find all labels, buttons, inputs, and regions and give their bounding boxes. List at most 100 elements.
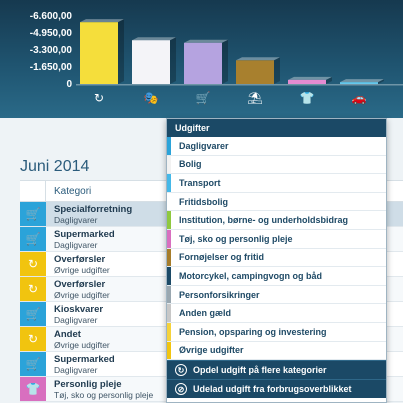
y-tick-label: -1.650,00 <box>30 62 73 73</box>
masks-icon[interactable]: 🎭 <box>144 91 159 105</box>
dropdown-item[interactable]: Fornøjelser og fritid <box>167 248 386 268</box>
y-tick-label: -4.950,00 <box>30 28 73 39</box>
bar-3[interactable] <box>184 42 222 84</box>
bar-top <box>288 76 332 80</box>
row-text: Andet Øvrige udgifter <box>46 327 110 351</box>
column-header-kategori[interactable]: Kategori <box>54 185 92 197</box>
beach-chair-icon[interactable]: ⛱ <box>247 91 262 105</box>
split-icon: ↻ <box>175 364 187 377</box>
row-text: Overførsler Øvrige udgifter <box>46 277 110 301</box>
action-label: Opdel udgift på flere kategorier <box>193 365 327 376</box>
bar-4[interactable] <box>236 60 274 84</box>
dropdown-item[interactable]: Motorcykel, campingvogn og båd <box>167 267 386 286</box>
bar-top <box>80 19 124 23</box>
y-tick-label: -3.300,00 <box>30 45 73 56</box>
category-color-bar <box>167 285 171 304</box>
dropdown-header: Udgifter <box>167 119 386 137</box>
dropdown-item[interactable]: Fritidsbolig <box>167 192 386 212</box>
exclude-icon: ⊘ <box>175 383 187 396</box>
row-text: Personlig pleje Tøj, sko og personlig ple… <box>46 377 153 401</box>
row-name: Personlig pleje <box>54 378 122 390</box>
row-text: Supermarked Dagligvarer <box>46 352 115 376</box>
bar-2[interactable] <box>132 40 170 84</box>
bar-side <box>274 57 280 84</box>
dropdown-item[interactable]: Institution, børne- og underholdsbidrag <box>167 211 386 230</box>
dropdown-item-label: Tøj, sko og personlig pleje <box>179 233 293 244</box>
y-tick-label: -6.600,00 <box>30 11 73 22</box>
category-color-bar <box>167 155 171 174</box>
bar-side <box>378 79 384 84</box>
category-color-bar <box>167 192 171 211</box>
shopping-cart-icon[interactable]: 🛒 <box>196 91 211 105</box>
shopping-cart-icon: 🛒 <box>20 352 46 376</box>
bar-1[interactable] <box>80 22 118 85</box>
row-category: Tøj, sko og personlig pleje <box>54 389 154 400</box>
bar-top <box>132 37 176 41</box>
dropdown-item-label: Pension, opsparing og investering <box>179 326 327 337</box>
dropdown-item[interactable]: Bolig <box>167 155 386 175</box>
row-category: Dagligvarer <box>54 239 98 250</box>
dropdown-item[interactable]: Pension, opsparing og investering <box>167 322 386 342</box>
row-category: Øvrige udgifter <box>54 339 110 350</box>
baseline <box>76 84 403 86</box>
car-icon[interactable]: 🚗 <box>352 91 367 105</box>
y-tick-label: 0 <box>66 79 72 90</box>
category-color-bar <box>167 174 171 192</box>
dropdown-actions: ↻ Opdel udgift på flere kategorier ⊘ Udelad… <box>167 360 386 399</box>
row-category: Øvrige udgifter <box>54 264 110 275</box>
dropdown-item[interactable]: Tøj, sko og personlig pleje <box>167 229 386 249</box>
category-color-bar <box>167 211 171 229</box>
category-color-bar <box>167 341 171 360</box>
row-text: Kioskvarer Dagligvarer <box>46 302 103 326</box>
dropdown-item[interactable]: Øvrige udgifter <box>167 341 386 361</box>
split-expense-button[interactable]: ↻ Opdel udgift på flere kategorier <box>167 360 386 380</box>
dropdown-item-label: Transport <box>179 177 221 188</box>
tshirt-icon: 👕 <box>20 377 46 401</box>
cycle-arrows-icon: ↻ <box>20 277 46 301</box>
dropdown-item-label: Fornøjelser og fritid <box>179 252 265 263</box>
row-text: Overførsler Øvrige udgifter <box>46 252 110 276</box>
bar-side <box>118 19 124 85</box>
row-category: Dagligvarer <box>54 214 98 225</box>
bar-top <box>236 57 280 61</box>
exclude-expense-button[interactable]: ⊘ Udelad udgift fra forbrugsoverblikket <box>167 379 386 399</box>
dropdown-item-label: Motorcykel, campingvogn og båd <box>179 270 323 281</box>
row-name: Supermarked <box>54 353 115 365</box>
bar-6[interactable] <box>340 82 378 84</box>
dropdown-item[interactable]: Personforsikringer <box>167 285 386 305</box>
dropdown-item-label: Personforsikringer <box>179 289 260 300</box>
action-label: Udelad udgift fra forbrugsoverblikket <box>193 384 352 395</box>
category-color-bar <box>167 137 171 155</box>
dropdown-item-label: Dagligvarer <box>179 140 229 151</box>
row-name: Overførsler <box>54 253 106 265</box>
bar-chart: -6.600,00 -4.950,00 -3.300,00 -1.650,00 0 ↻ 🎭 🛒… <box>30 11 403 105</box>
cycle-arrows-icon[interactable]: ↻ <box>94 91 104 105</box>
month-title: Juni 2014 <box>20 158 90 175</box>
row-text: Specialforretning Dagligvarer <box>46 202 132 226</box>
bar-side <box>326 76 332 84</box>
tshirt-icon[interactable]: 👕 <box>300 91 315 105</box>
row-text: Supermarked Dagligvarer <box>46 227 115 251</box>
category-color-bar <box>167 229 171 248</box>
dropdown-list: Dagligvarer Bolig Transport Fritidsbolig Ins… <box>167 137 386 361</box>
category-dropdown: Udgifter Dagligvarer Bolig Transport Fritid… <box>166 118 387 403</box>
category-color-bar <box>167 322 171 341</box>
row-category: Øvrige udgifter <box>54 289 110 300</box>
bar-side <box>170 37 176 84</box>
dropdown-item[interactable]: Anden gæld <box>167 304 386 323</box>
bar-side <box>222 39 228 84</box>
bar-5[interactable] <box>288 79 326 84</box>
dropdown-item[interactable]: Dagligvarer <box>167 137 386 156</box>
row-name: Supermarked <box>54 228 115 240</box>
row-name: Overførsler <box>54 278 106 290</box>
dropdown-item-label: Anden gæld <box>179 308 231 319</box>
shopping-cart-icon: 🛒 <box>20 302 46 326</box>
bar-top <box>340 79 384 83</box>
dropdown-item-label: Bolig <box>179 159 202 170</box>
row-category: Dagligvarer <box>54 314 98 325</box>
dropdown-item[interactable]: Transport <box>167 174 386 193</box>
dropdown-item-label: Fritidsbolig <box>179 196 228 207</box>
row-name: Specialforretning <box>54 203 133 215</box>
expense-chart: -6.600,00 -4.950,00 -3.300,00 -1.650,00 0 ↻ 🎭 🛒… <box>0 0 403 118</box>
icon-column-header <box>20 181 46 201</box>
